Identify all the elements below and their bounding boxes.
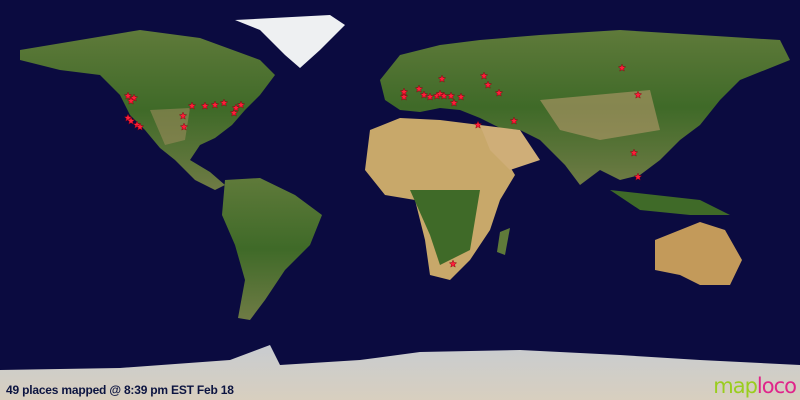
place-marker-star-icon[interactable] — [617, 63, 627, 72]
arabia — [480, 125, 540, 170]
place-marker-star-icon[interactable] — [494, 88, 504, 97]
place-marker-star-icon[interactable] — [231, 103, 241, 112]
maploco-logo[interactable]: maploco — [713, 374, 797, 398]
place-marker-star-icon[interactable] — [414, 84, 424, 93]
place-marker-star-icon[interactable] — [479, 71, 489, 80]
place-marker-star-icon[interactable] — [419, 90, 429, 99]
place-marker-star-icon[interactable] — [509, 116, 519, 125]
logo-loco: loco — [756, 374, 797, 398]
place-marker-star-icon[interactable] — [229, 108, 239, 117]
place-marker-star-icon[interactable] — [483, 80, 493, 89]
place-marker-star-icon[interactable] — [126, 116, 136, 125]
place-marker-star-icon[interactable] — [399, 92, 409, 101]
place-marker-star-icon[interactable] — [179, 122, 189, 131]
place-marker-star-icon[interactable] — [200, 101, 210, 110]
place-marker-star-icon[interactable] — [126, 96, 136, 105]
south-america — [222, 178, 322, 320]
place-marker-star-icon[interactable] — [439, 91, 449, 100]
place-marker-star-icon[interactable] — [456, 92, 466, 101]
place-marker-star-icon[interactable] — [123, 91, 133, 100]
place-marker-star-icon[interactable] — [633, 90, 643, 99]
place-marker-star-icon[interactable] — [178, 111, 188, 120]
place-marker-star-icon[interactable] — [629, 148, 639, 157]
antarctica — [0, 345, 800, 400]
place-marker-star-icon[interactable] — [448, 259, 458, 268]
logo-map: map — [713, 374, 758, 398]
place-marker-star-icon[interactable] — [473, 120, 483, 129]
place-marker-star-icon[interactable] — [135, 122, 145, 131]
place-marker-star-icon[interactable] — [210, 100, 220, 109]
place-marker-star-icon[interactable] — [425, 92, 435, 101]
place-marker-star-icon[interactable] — [236, 100, 246, 109]
place-marker-star-icon[interactable] — [446, 91, 456, 100]
place-marker-star-icon[interactable] — [437, 74, 447, 83]
north-america — [20, 30, 275, 190]
place-marker-star-icon[interactable] — [633, 172, 643, 181]
place-marker-star-icon[interactable] — [449, 98, 459, 107]
place-marker-star-icon[interactable] — [219, 98, 229, 107]
greenland — [235, 15, 345, 68]
australia — [655, 222, 742, 285]
places-mapped-status: 49 places mapped @ 8:39 pm EST Feb 18 — [6, 383, 234, 397]
place-marker-star-icon[interactable] — [187, 101, 197, 110]
